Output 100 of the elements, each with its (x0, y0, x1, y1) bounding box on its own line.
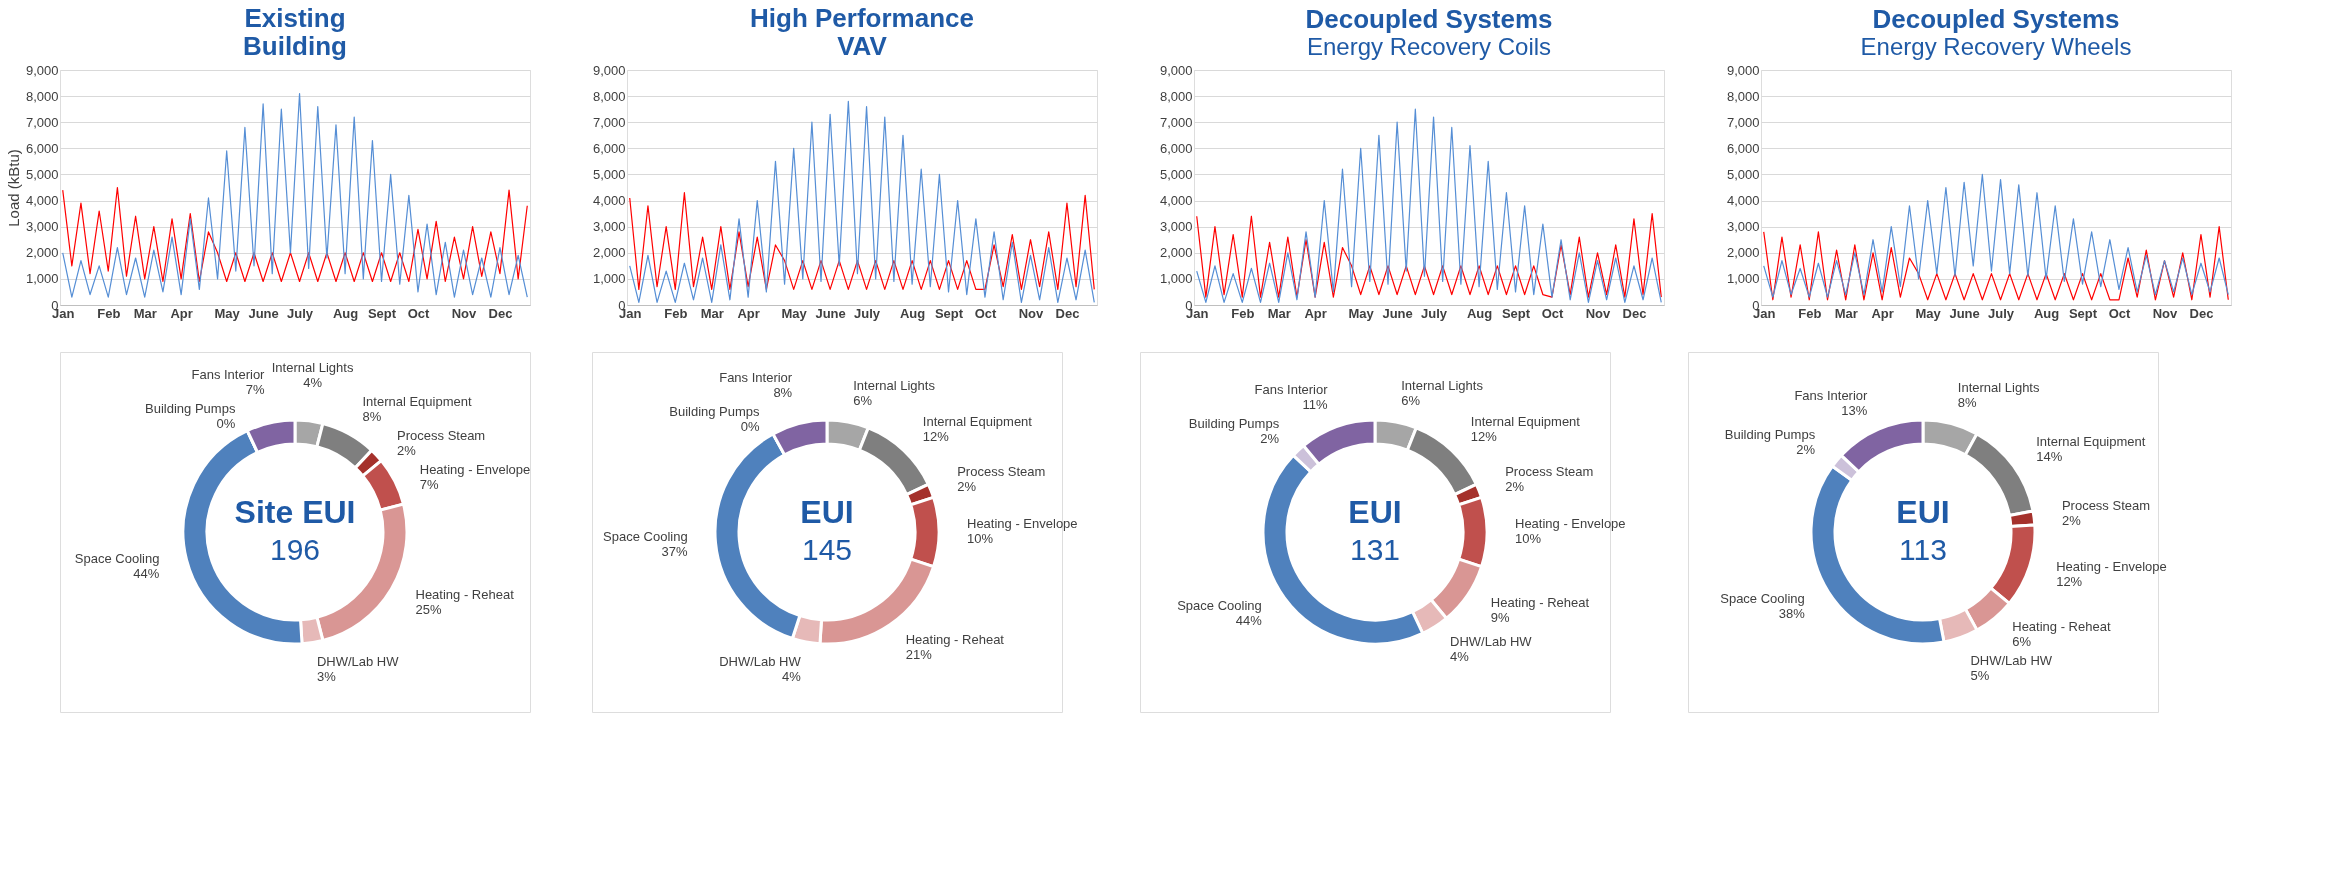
slice-label: Internal Equipment (2036, 433, 2146, 449)
y-tick-label: 3,000 (1726, 219, 1760, 235)
y-tick-label: 7,000 (25, 114, 59, 130)
x-tick-label: June (1382, 305, 1413, 321)
data-label: 2% (1796, 441, 1816, 457)
line-series (1763, 226, 2229, 301)
chart-subtitle: Energy Recovery Wheels (1860, 33, 2132, 60)
slice-label: Fans Interior (1254, 382, 1329, 398)
data-label: 3% (316, 669, 337, 685)
data-label: 44% (133, 565, 160, 581)
slice-label: Internal Equipment (1470, 413, 1581, 429)
x-tick-label: Dec (2189, 305, 2214, 321)
text: Site EUI (234, 494, 356, 530)
slice-label: DHW/Lab HW (719, 653, 802, 669)
y-tick-label: 5,000 (592, 166, 626, 182)
x-tick-label: Oct (1541, 305, 1564, 321)
y-tick-label: 2,000 (592, 245, 626, 261)
data-label: 38% (1778, 606, 1806, 622)
x-tick-label: May (1915, 305, 1942, 321)
slice-label: Heating - Reheat (905, 631, 1005, 647)
data-label: 2% (397, 442, 417, 458)
text: EUI (1896, 494, 1950, 530)
x-tick-label: Aug (1466, 305, 1493, 321)
y-tick-label: 9,000 (1159, 62, 1193, 78)
data-label: 2% (1505, 479, 1525, 495)
slice-label: DHW/Lab HW (1450, 634, 1533, 650)
x-tick-label: Mar (133, 305, 157, 321)
chart-title: Decoupled Systems (1305, 4, 1553, 34)
chart-title: Existing Building (243, 3, 347, 61)
slice-label: Space Cooling (603, 529, 688, 545)
x-tick-label: Nov (1585, 305, 1612, 321)
y-tick-label: 8,000 (592, 88, 626, 104)
y-tick-label: 9,000 (592, 62, 626, 78)
y-tick-label: 5,000 (1726, 166, 1760, 182)
x-tick-label: Dec (1055, 305, 1080, 321)
x-tick-label: Nov (1018, 305, 1045, 321)
y-tick-label: 9,000 (1726, 62, 1760, 78)
data-label: 4% (1450, 649, 1470, 665)
slice-label: DHW/Lab HW (316, 654, 400, 670)
x-tick-label: July (854, 305, 881, 321)
y-tick-label: 6,000 (1159, 140, 1193, 156)
y-axis-title: Load (kBtu) (4, 149, 22, 227)
slice-label: Space Cooling (74, 550, 160, 566)
x-tick-label: Aug (2033, 305, 2060, 321)
data-label: 8% (362, 408, 382, 424)
x-tick-label: July (1421, 305, 1448, 321)
text: 131 (1349, 533, 1401, 566)
y-tick-label: 3,000 (1159, 219, 1193, 235)
x-tick-label: Aug (332, 305, 359, 321)
x-tick-label: Apr (1304, 305, 1327, 321)
chart-subtitle: Energy Recovery Coils (1306, 33, 1552, 60)
y-tick-label: 9,000 (25, 62, 59, 78)
data-label: 7% (245, 382, 265, 398)
y-tick-label: 2,000 (1159, 245, 1193, 261)
text: 113 (1899, 533, 1947, 566)
slice-label: Internal Lights (1401, 378, 1484, 394)
data-label: 12% (922, 428, 950, 444)
y-tick-label: 8,000 (25, 88, 59, 104)
text: 196 (269, 533, 321, 566)
text: EUI (800, 494, 854, 530)
y-tick-label: 4,000 (1159, 193, 1193, 209)
x-tick-label: May (1348, 305, 1375, 321)
y-tick-label: 6,000 (25, 140, 59, 156)
slice-label: Internal Lights (853, 378, 936, 394)
x-tick-label: Apr (1871, 305, 1894, 321)
x-tick-label: Dec (488, 305, 513, 321)
slice-label: Building Pumps (1724, 426, 1816, 442)
slice-label: Process Steam (397, 427, 486, 443)
y-tick-label: 5,000 (1159, 166, 1193, 182)
x-tick-label: Oct (407, 305, 430, 321)
data-label: 25% (415, 602, 442, 618)
slice-label: Building Pumps (1188, 416, 1280, 432)
y-tick-label: 7,000 (1159, 114, 1193, 130)
y-tick-label: 1,000 (25, 271, 59, 287)
x-tick-label: Dec (1622, 305, 1647, 321)
y-tick-label: 3,000 (25, 219, 59, 235)
data-label: 6% (1401, 393, 1421, 409)
data-label: 44% (1235, 613, 1263, 629)
y-tick-label: 6,000 (1726, 140, 1760, 156)
data-label: 8% (1957, 395, 1978, 411)
x-tick-label: Feb (1231, 305, 1255, 321)
y-tick-label: 4,000 (25, 193, 59, 209)
x-tick-label: Apr (737, 305, 760, 321)
x-tick-label: Mar (700, 305, 724, 321)
data-label: 12% (2056, 574, 2083, 590)
text: 145 (801, 533, 853, 566)
x-tick-label: Mar (1834, 305, 1858, 321)
data-label: 37% (661, 544, 689, 560)
slice-label: Fans Interior (1794, 387, 1869, 403)
line-series (1196, 108, 1662, 303)
data-label: 14% (2036, 448, 2063, 464)
slice-label: Space Cooling (1177, 598, 1262, 614)
x-tick-label: Mar (1267, 305, 1291, 321)
y-tick-label: 8,000 (1159, 88, 1193, 104)
data-label: 8% (773, 384, 793, 400)
line-series (1196, 213, 1662, 298)
data-label: 21% (905, 646, 933, 662)
data-label: 10% (1515, 531, 1542, 546)
slice-label: Heating - Envelope (1515, 516, 1626, 531)
x-tick-label: July (287, 305, 314, 321)
